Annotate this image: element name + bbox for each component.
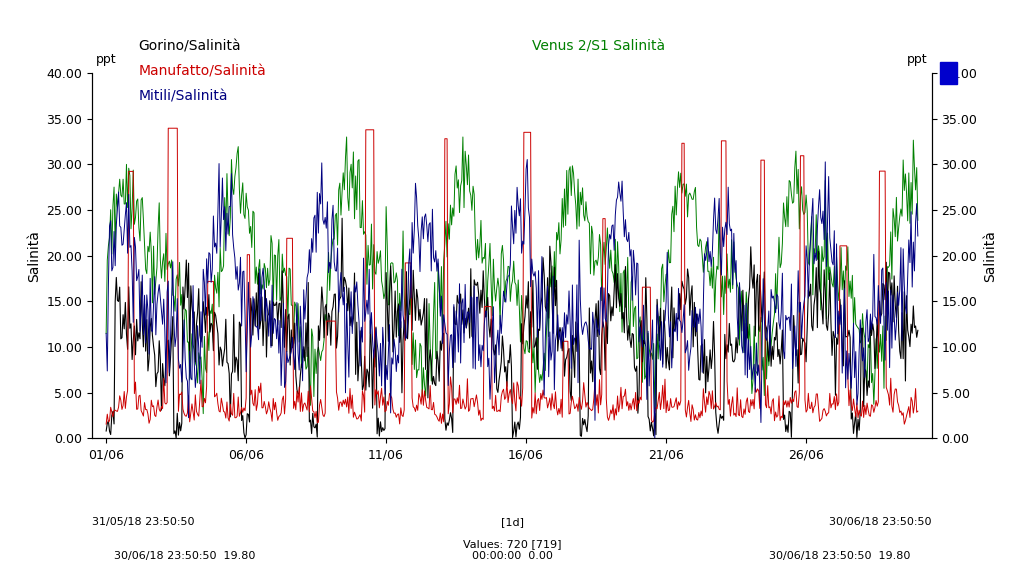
FancyBboxPatch shape — [940, 62, 957, 84]
Text: Gorino/Salinità: Gorino/Salinità — [138, 39, 241, 53]
Y-axis label: Salinità: Salinità — [27, 230, 41, 282]
Text: ppt: ppt — [907, 53, 928, 66]
Y-axis label: Salinità: Salinità — [983, 230, 997, 282]
Text: [1d]: [1d] — [501, 517, 523, 527]
Text: 31/05/18 23:50:50: 31/05/18 23:50:50 — [92, 517, 195, 527]
Text: Venus 2/S1 Salinità: Venus 2/S1 Salinità — [532, 39, 666, 53]
Text: ppt: ppt — [96, 53, 117, 66]
Text: 30/06/18 23:50:50: 30/06/18 23:50:50 — [829, 517, 932, 527]
Text: Values: 720 [719]: Values: 720 [719] — [463, 540, 561, 550]
Text: 30/06/18 23:50:50  19.80: 30/06/18 23:50:50 19.80 — [769, 551, 910, 561]
Text: 00:00:00  0.00: 00:00:00 0.00 — [472, 551, 552, 561]
Text: Manufatto/Salinità: Manufatto/Salinità — [138, 65, 266, 79]
Text: 30/06/18 23:50:50  19.80: 30/06/18 23:50:50 19.80 — [114, 551, 255, 561]
Text: Mitili/Salinità: Mitili/Salinità — [138, 90, 227, 104]
